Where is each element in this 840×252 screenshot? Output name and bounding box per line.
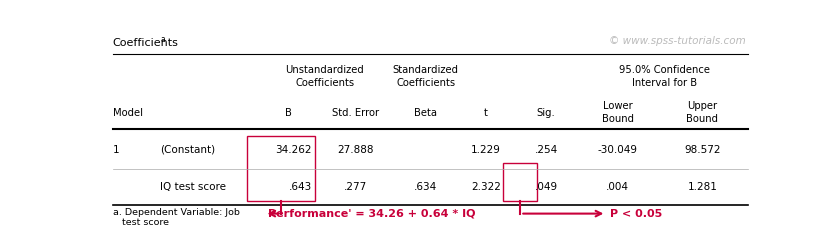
Text: (Constant): (Constant) <box>160 145 215 154</box>
Text: Upper
Bound: Upper Bound <box>686 101 718 124</box>
Text: a: a <box>160 36 165 45</box>
Text: Beta: Beta <box>414 108 437 118</box>
Text: Performance' = 34.26 + 0.64 * IQ: Performance' = 34.26 + 0.64 * IQ <box>268 209 475 218</box>
Text: t: t <box>484 108 488 118</box>
Text: test score: test score <box>113 218 169 227</box>
Text: .254: .254 <box>534 145 558 154</box>
Text: 1.229: 1.229 <box>471 145 501 154</box>
Text: .643: .643 <box>289 182 312 193</box>
Text: Lower
Bound: Lower Bound <box>601 101 633 124</box>
Text: B: B <box>286 108 292 118</box>
Text: Standardized
Coefficients: Standardized Coefficients <box>392 65 459 88</box>
Text: 1: 1 <box>113 145 119 154</box>
Text: -30.049: -30.049 <box>598 145 638 154</box>
Text: 2.322: 2.322 <box>471 182 501 193</box>
Bar <box>247 136 315 201</box>
Text: Std. Error: Std. Error <box>332 108 379 118</box>
Text: 27.888: 27.888 <box>338 145 374 154</box>
Text: .004: .004 <box>606 182 629 193</box>
Text: Sig.: Sig. <box>537 108 555 118</box>
Text: 1.281: 1.281 <box>687 182 717 193</box>
Text: IQ test score: IQ test score <box>160 182 226 193</box>
Text: .277: .277 <box>344 182 367 193</box>
Text: 98.572: 98.572 <box>684 145 721 154</box>
Text: P < 0.05: P < 0.05 <box>610 209 662 218</box>
Text: .049: .049 <box>534 182 558 193</box>
Text: © www.spss-tutorials.com: © www.spss-tutorials.com <box>610 36 746 46</box>
Text: Unstandardized
Coefficients: Unstandardized Coefficients <box>286 65 364 88</box>
Text: a. Dependent Variable: Job: a. Dependent Variable: Job <box>113 208 239 217</box>
Text: 95.0% Confidence
Interval for B: 95.0% Confidence Interval for B <box>619 65 711 88</box>
Text: .634: .634 <box>414 182 438 193</box>
Bar <box>503 163 538 201</box>
Text: Coefficients: Coefficients <box>113 38 179 48</box>
Text: 34.262: 34.262 <box>276 145 312 154</box>
Text: Model: Model <box>113 108 143 118</box>
